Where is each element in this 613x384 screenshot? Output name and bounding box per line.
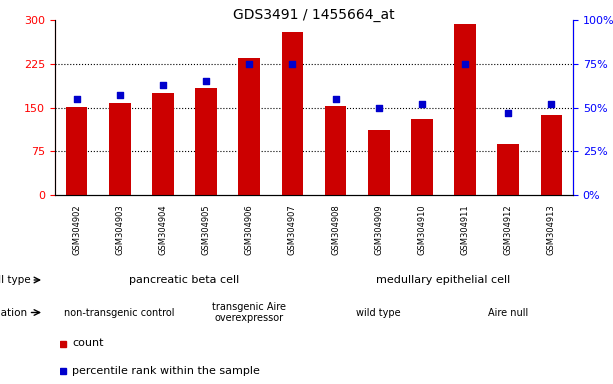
Bar bbox=[109, 103, 131, 195]
Bar bbox=[411, 119, 433, 195]
Text: GSM304903: GSM304903 bbox=[115, 205, 124, 255]
Bar bbox=[152, 93, 173, 195]
Text: GSM304908: GSM304908 bbox=[331, 205, 340, 255]
Text: GDS3491 / 1455664_at: GDS3491 / 1455664_at bbox=[233, 8, 395, 22]
Bar bbox=[498, 144, 519, 195]
Bar bbox=[281, 31, 303, 195]
Text: GSM304906: GSM304906 bbox=[245, 205, 254, 255]
Bar bbox=[454, 24, 476, 195]
Text: GSM304904: GSM304904 bbox=[158, 205, 167, 255]
Point bbox=[201, 78, 211, 84]
Point bbox=[245, 61, 254, 67]
Text: count: count bbox=[72, 339, 104, 349]
Point bbox=[330, 96, 340, 102]
Point bbox=[503, 110, 513, 116]
Point bbox=[460, 61, 470, 67]
Text: percentile rank within the sample: percentile rank within the sample bbox=[72, 366, 260, 376]
Text: pancreatic beta cell: pancreatic beta cell bbox=[129, 275, 240, 285]
Text: cell type: cell type bbox=[0, 275, 30, 285]
Point bbox=[287, 61, 297, 67]
Text: GSM304912: GSM304912 bbox=[504, 205, 512, 255]
Bar bbox=[66, 107, 88, 195]
Bar bbox=[325, 106, 346, 195]
Bar bbox=[541, 115, 562, 195]
Text: medullary epithelial cell: medullary epithelial cell bbox=[376, 275, 511, 285]
Point bbox=[72, 96, 82, 102]
Text: GSM304911: GSM304911 bbox=[460, 205, 470, 255]
Point bbox=[374, 104, 384, 111]
Text: non-transgenic control: non-transgenic control bbox=[64, 308, 175, 318]
Point bbox=[417, 101, 427, 107]
Bar bbox=[196, 88, 217, 195]
Text: transgenic Aire
overexpressor: transgenic Aire overexpressor bbox=[212, 302, 286, 323]
Point bbox=[115, 92, 124, 98]
Point bbox=[158, 82, 168, 88]
Bar bbox=[238, 58, 260, 195]
Text: Aire null: Aire null bbox=[488, 308, 528, 318]
Text: GSM304910: GSM304910 bbox=[417, 205, 427, 255]
Text: GSM304909: GSM304909 bbox=[375, 205, 383, 255]
Bar bbox=[368, 130, 389, 195]
Text: GSM304913: GSM304913 bbox=[547, 205, 556, 255]
Point bbox=[547, 101, 557, 107]
Text: GSM304905: GSM304905 bbox=[202, 205, 211, 255]
Text: wild type: wild type bbox=[356, 308, 401, 318]
Text: genotype/variation: genotype/variation bbox=[0, 308, 28, 318]
Text: GSM304902: GSM304902 bbox=[72, 205, 81, 255]
Text: GSM304907: GSM304907 bbox=[288, 205, 297, 255]
